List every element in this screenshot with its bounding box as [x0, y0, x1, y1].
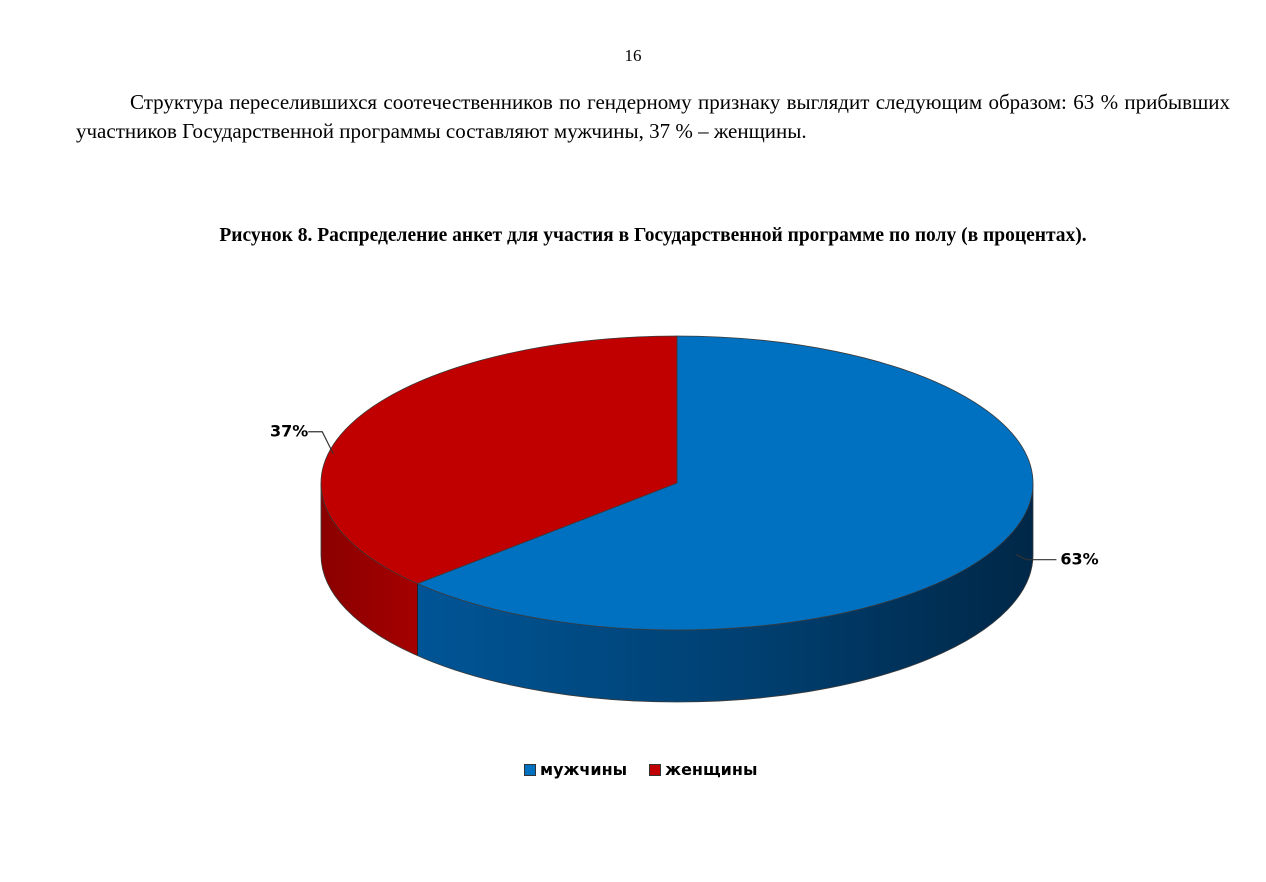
leader-line-women [308, 431, 334, 454]
legend-label-women: женщины [665, 760, 758, 779]
data-label-men: 63% [1060, 550, 1098, 569]
legend-label-men: мужчины [540, 760, 628, 779]
pie-slice-women [320, 335, 678, 585]
pie-side-men [417, 483, 1034, 703]
body-paragraph: Структура переселившихся соотечественник… [76, 90, 1230, 143]
legend-item-men: мужчины [524, 760, 627, 779]
page-number: 16 [624, 46, 642, 65]
data-label-women: 37% [270, 422, 308, 441]
pie-slice-men [416, 335, 1034, 631]
pie-rim [320, 483, 1034, 703]
legend-swatch-men [524, 763, 536, 776]
figure-caption: Рисунок 8. Распределение анкет для участ… [219, 225, 1087, 246]
legend-item-women: женщины [649, 760, 757, 779]
chart-legend: мужчины женщины [524, 760, 779, 779]
legend-swatch-women [649, 763, 662, 776]
leader-line-men [1016, 554, 1057, 561]
pie-side-women [321, 483, 418, 656]
